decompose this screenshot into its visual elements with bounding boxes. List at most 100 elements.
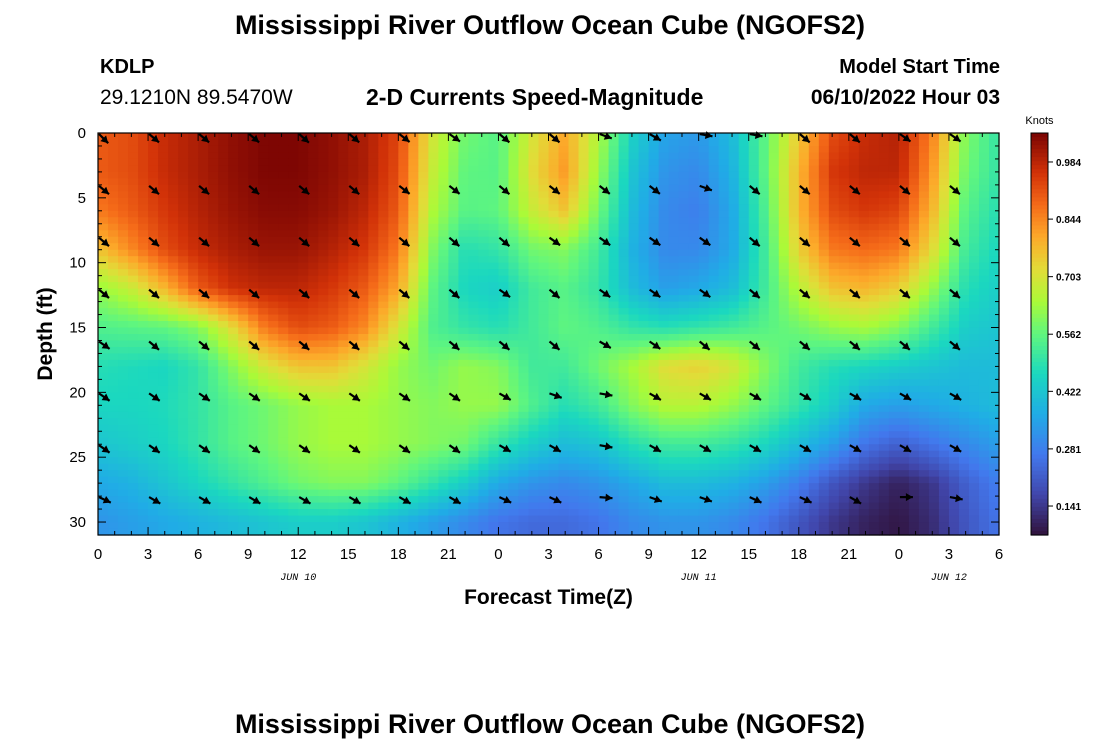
heatmap-cell — [288, 152, 299, 160]
heatmap-cell — [148, 171, 159, 179]
heatmap-cell — [318, 288, 329, 296]
heatmap-cell — [258, 398, 269, 406]
heatmap-cell — [168, 275, 179, 283]
heatmap-cell — [398, 282, 409, 290]
heatmap-cell — [448, 282, 459, 290]
heatmap-cell — [228, 184, 239, 192]
heatmap-cell — [678, 327, 690, 335]
heatmap-cell — [208, 223, 219, 231]
heatmap-cell — [728, 152, 740, 160]
heatmap-cell — [978, 405, 990, 413]
heatmap-cell — [398, 171, 409, 179]
heatmap-cell — [888, 392, 900, 400]
heatmap-cell — [498, 411, 510, 419]
heatmap-cell — [508, 379, 520, 387]
heatmap-cell — [928, 457, 940, 465]
heatmap-cell — [248, 483, 259, 491]
heatmap-cell — [628, 158, 640, 167]
heatmap-cell — [428, 470, 439, 478]
heatmap-cell — [698, 431, 710, 439]
heatmap-cell — [98, 476, 109, 484]
heatmap-cell — [258, 353, 269, 361]
heatmap-cell — [278, 489, 289, 497]
heatmap-cell — [658, 275, 670, 283]
heatmap-cell — [528, 204, 540, 212]
heatmap-cell — [358, 217, 369, 225]
heatmap-cell — [188, 392, 199, 400]
heatmap-cell — [638, 133, 650, 141]
heatmap-cell — [578, 210, 590, 218]
heatmap-cell — [788, 133, 800, 141]
heatmap-cell — [728, 483, 740, 491]
heatmap-cell — [278, 262, 289, 270]
heatmap-cell — [208, 295, 219, 303]
heatmap-cell — [368, 321, 379, 329]
heatmap-cell — [968, 463, 980, 471]
heatmap-cell — [498, 483, 510, 491]
heatmap-cell — [718, 334, 730, 342]
heatmap-cell — [598, 405, 610, 413]
heatmap-cell — [548, 243, 560, 251]
heatmap-cell — [428, 158, 439, 167]
heatmap-cell — [458, 288, 470, 296]
heatmap-cell — [278, 450, 289, 458]
heatmap-cell — [648, 139, 660, 147]
heatmap-cell — [488, 171, 500, 179]
heatmap-cell — [368, 301, 379, 309]
heatmap-cell — [198, 372, 209, 380]
heatmap-cell — [398, 139, 409, 147]
heatmap-cell — [348, 405, 359, 413]
heatmap-cell — [468, 165, 480, 173]
heatmap-cell — [298, 457, 309, 465]
heatmap-cell — [478, 450, 490, 458]
heatmap-cell — [788, 269, 800, 277]
heatmap-cell — [408, 334, 419, 342]
heatmap-cell — [978, 269, 990, 277]
heatmap-cell — [128, 165, 139, 173]
heatmap-cell — [548, 418, 560, 426]
heatmap-cell — [408, 340, 419, 348]
heatmap-cell — [408, 450, 419, 458]
heatmap-cell — [238, 431, 249, 439]
heatmap-cell — [708, 256, 720, 264]
heatmap-cell — [898, 385, 910, 393]
heatmap-cell — [628, 359, 640, 368]
heatmap-cell — [138, 171, 149, 179]
heatmap-cell — [638, 405, 650, 413]
heatmap-cell — [698, 314, 710, 322]
heatmap-cell — [408, 379, 419, 387]
heatmap-cell — [758, 457, 770, 465]
heatmap-cell — [388, 301, 399, 309]
heatmap-cell — [858, 236, 870, 244]
heatmap-cell — [598, 171, 610, 179]
heatmap-cell — [758, 262, 770, 270]
heatmap-cell — [258, 158, 269, 167]
heatmap-cell — [548, 327, 560, 335]
heatmap-cell — [848, 243, 860, 251]
heatmap-cell — [758, 288, 770, 296]
heatmap-cell — [198, 379, 209, 387]
heatmap-cell — [858, 197, 870, 205]
heatmap-cell — [678, 236, 690, 244]
heatmap-cell — [368, 483, 379, 491]
heatmap-cell — [608, 327, 620, 335]
heatmap-cell — [708, 301, 720, 309]
heatmap-cell — [658, 353, 670, 361]
heatmap-cell — [188, 431, 199, 439]
heatmap-cell — [708, 457, 720, 465]
heatmap-cell — [218, 450, 229, 458]
heatmap-cell — [248, 489, 259, 497]
heatmap-cell — [368, 230, 379, 238]
heatmap-cell — [468, 489, 480, 497]
heatmap-cell — [668, 230, 680, 238]
heatmap-cell — [368, 184, 379, 192]
heatmap-cell — [378, 158, 389, 167]
heatmap-cell — [958, 353, 970, 361]
heatmap-cell — [628, 197, 640, 205]
heatmap-cell — [578, 411, 590, 419]
heatmap-cell — [938, 223, 950, 231]
heatmap-cell — [908, 204, 920, 212]
heatmap-cell — [148, 249, 159, 257]
heatmap-cell — [148, 230, 159, 238]
heatmap-cell — [618, 444, 630, 452]
